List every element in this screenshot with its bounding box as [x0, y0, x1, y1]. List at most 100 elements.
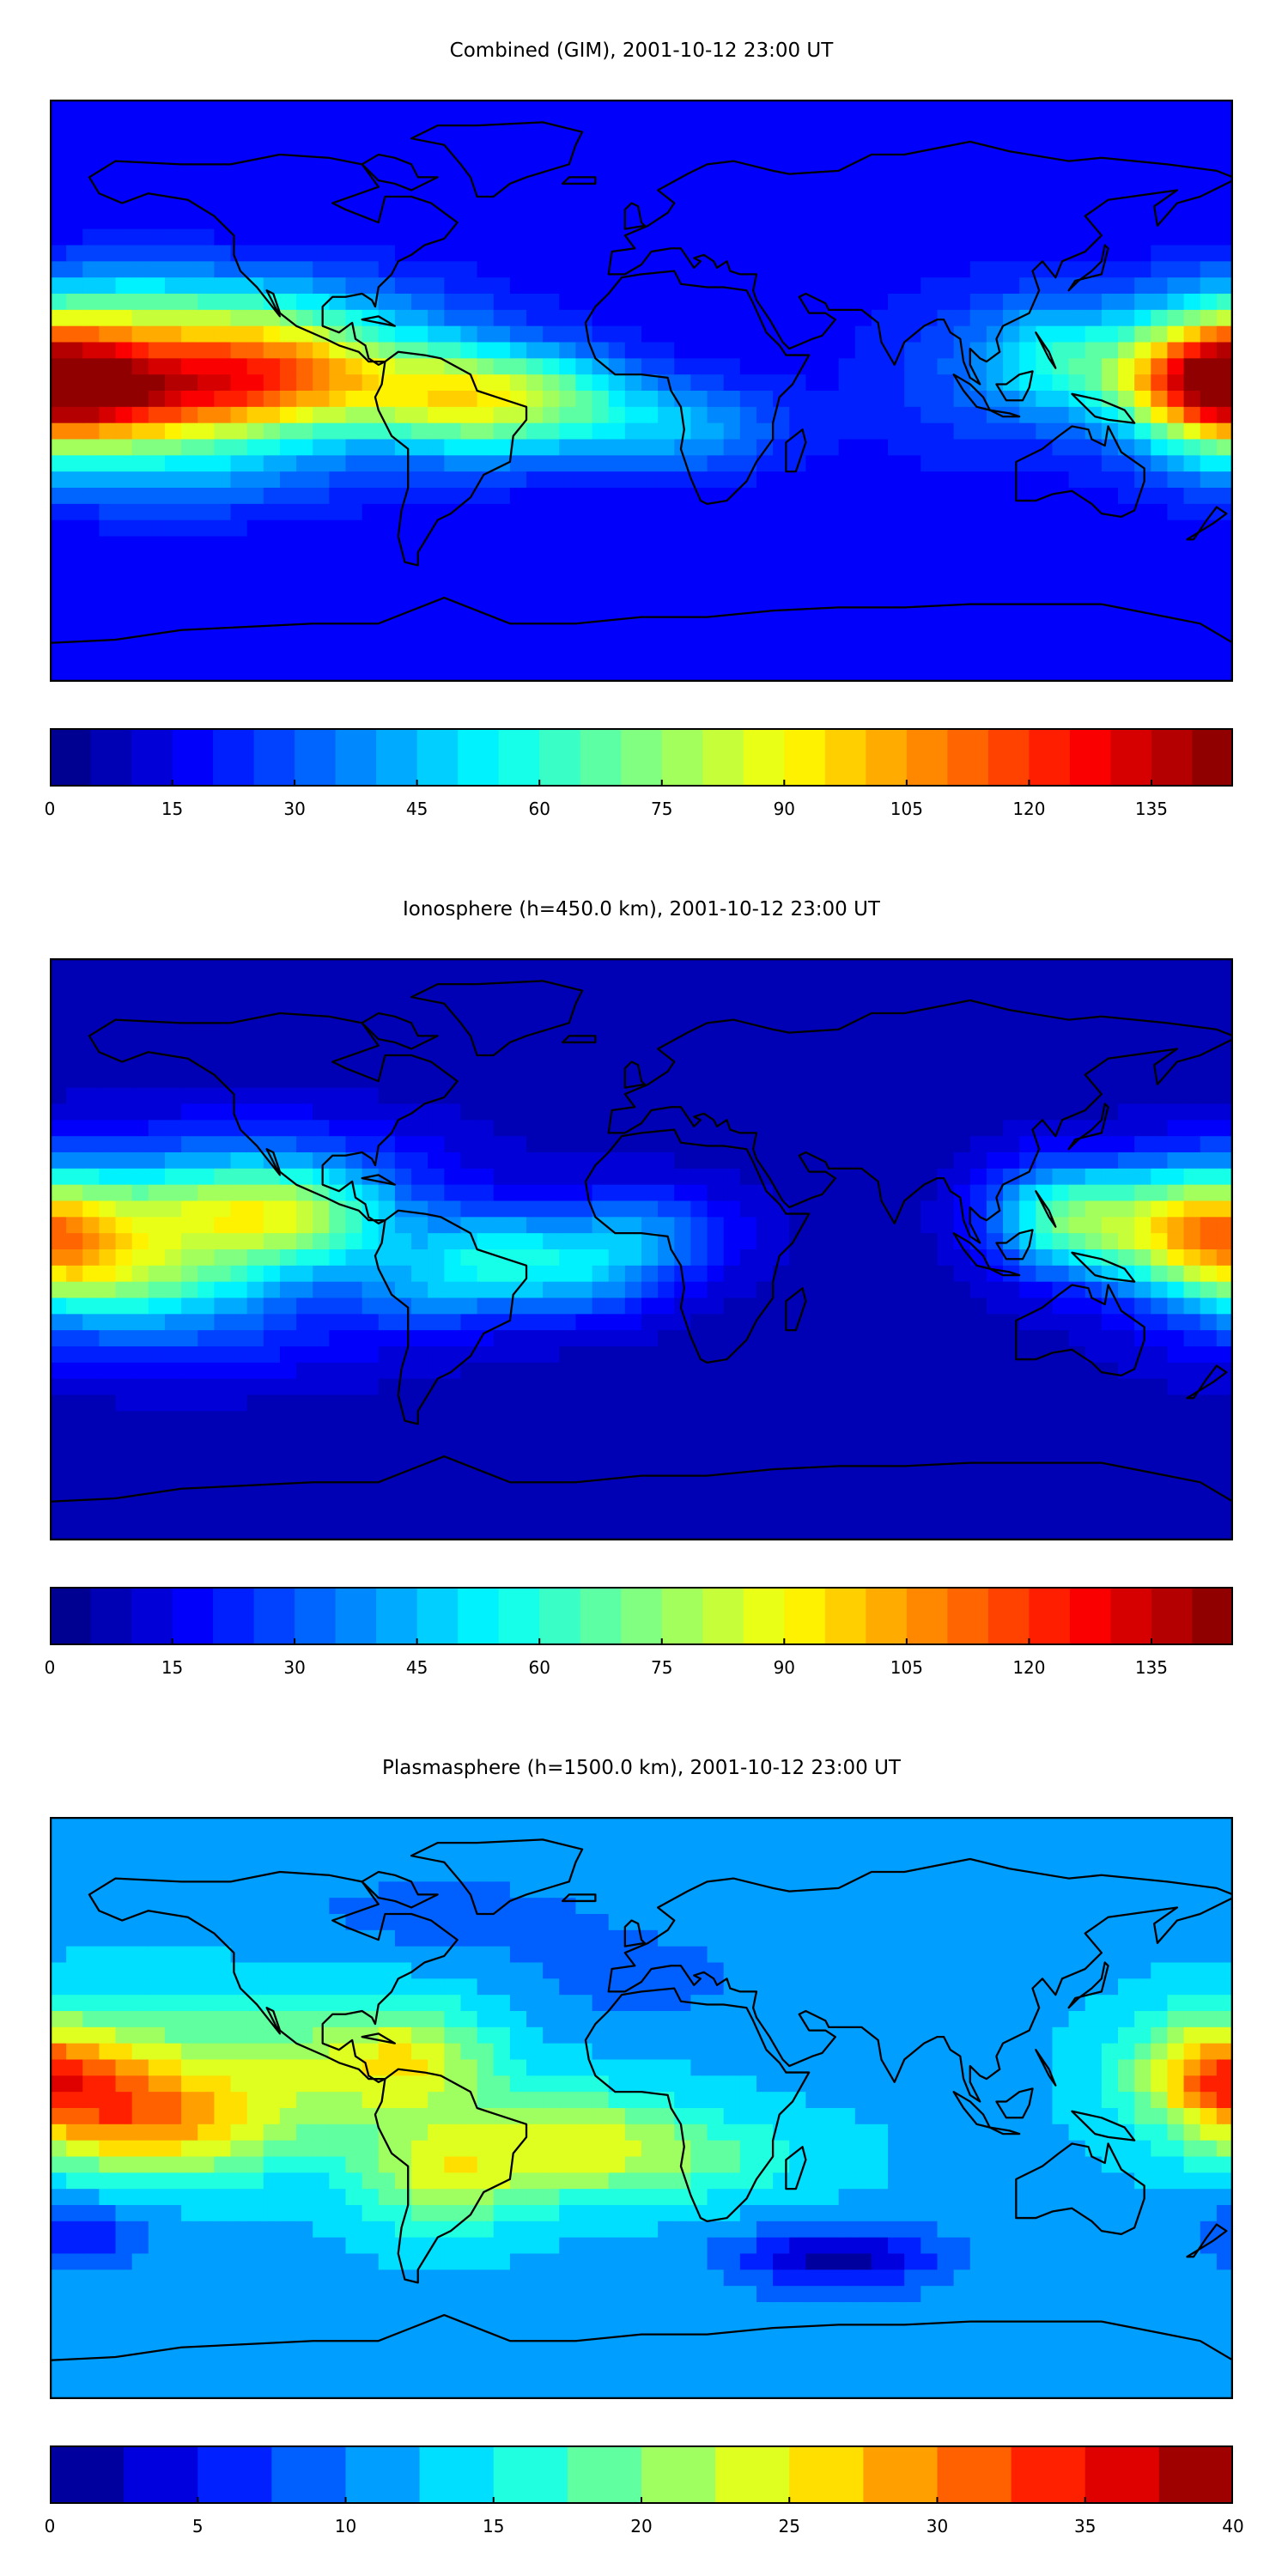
heatmap-cell — [378, 1427, 396, 1444]
heatmap-cell — [460, 471, 478, 489]
heatmap-cell — [329, 1249, 347, 1267]
heatmap-cell — [969, 974, 987, 992]
heatmap-cell — [296, 1249, 313, 1267]
heatmap-cell — [230, 1330, 248, 1347]
heatmap-cell — [1068, 1314, 1086, 1331]
heatmap-cell — [444, 277, 462, 295]
heatmap-cell — [969, 1006, 987, 1024]
heatmap-cell — [1101, 990, 1119, 1008]
heatmap-cell — [904, 391, 922, 408]
heatmap-cell — [394, 1524, 412, 1540]
heatmap-cell — [214, 1233, 232, 1250]
heatmap-cell — [1183, 100, 1201, 117]
heatmap-cell — [920, 1136, 939, 1153]
heatmap-cell — [888, 990, 905, 1008]
heatmap-cell — [624, 1475, 642, 1493]
heatmap-cell — [148, 245, 166, 263]
heatmap-cell — [608, 406, 626, 424]
heatmap-cell — [131, 455, 149, 472]
heatmap-cell — [493, 1443, 511, 1461]
heatmap-cell — [263, 519, 281, 538]
heatmap-cell — [444, 471, 462, 489]
heatmap-cell — [509, 294, 527, 311]
heatmap-cell — [115, 1039, 133, 1056]
heatmap-cell — [509, 568, 527, 586]
heatmap-cell — [1019, 974, 1037, 992]
heatmap-cell — [345, 374, 363, 392]
heatmap-cell — [131, 958, 149, 975]
heatmap-cell — [986, 1184, 1004, 1202]
heatmap-cell — [1183, 358, 1201, 375]
heatmap-cell — [230, 148, 248, 166]
heatmap-cell — [460, 1249, 478, 1267]
heatmap-cell — [99, 115, 117, 133]
heatmap-cell — [131, 568, 149, 586]
heatmap-cell — [543, 1314, 561, 1331]
heatmap-cell — [690, 1103, 708, 1121]
heatmap-cell — [50, 536, 67, 554]
heatmap-cell — [444, 1508, 462, 1525]
heatmap-cell — [723, 1394, 741, 1413]
heatmap-cell — [904, 309, 922, 327]
heatmap-cell — [329, 617, 347, 635]
heatmap-cell — [969, 1492, 987, 1510]
heatmap-cell — [509, 406, 527, 424]
heatmap-cell — [131, 422, 149, 440]
heatmap-cell — [904, 1103, 922, 1121]
heatmap-cell — [66, 1168, 84, 1186]
heatmap-cell — [822, 471, 840, 489]
heatmap-cell — [164, 212, 182, 230]
heatmap-cell — [1068, 1394, 1086, 1413]
heatmap-cell — [444, 585, 462, 602]
heatmap-cell — [690, 958, 708, 975]
heatmap-cell — [361, 1249, 380, 1267]
heatmap-cell — [773, 212, 791, 230]
heatmap-cell — [608, 1524, 626, 1540]
heatmap-cell — [871, 148, 889, 166]
heatmap-cell — [279, 358, 297, 375]
heatmap-cell — [460, 1217, 478, 1234]
heatmap-cell — [66, 325, 84, 343]
heatmap-cell — [115, 277, 133, 295]
heatmap-cell — [920, 1459, 939, 1477]
heatmap-cell — [986, 294, 1004, 311]
heatmap-cell — [214, 294, 232, 311]
heatmap-cell — [1151, 585, 1169, 602]
heatmap-cell — [509, 471, 527, 489]
heatmap-cell — [756, 1378, 774, 1396]
coastline — [410, 121, 584, 198]
heatmap-cell — [313, 1492, 331, 1510]
heatmap-cell — [1134, 212, 1152, 230]
heatmap-cell — [723, 633, 741, 651]
heatmap-cell — [460, 974, 478, 992]
heatmap-cell — [904, 471, 922, 489]
heatmap-cell — [181, 277, 199, 295]
heatmap-cell — [296, 1346, 313, 1364]
heatmap-cell — [460, 1330, 478, 1347]
heatmap-cell — [1003, 1492, 1020, 1510]
heatmap-cell — [838, 617, 856, 635]
heatmap-cell — [559, 1152, 577, 1170]
heatmap-cell — [888, 1394, 905, 1413]
heatmap-cell — [739, 309, 757, 327]
heatmap-cell — [1052, 374, 1070, 392]
heatmap-cell — [444, 1136, 462, 1153]
heatmap-cell — [624, 633, 642, 651]
heatmap-cell — [509, 100, 527, 117]
heatmap-cell — [1151, 391, 1169, 408]
heatmap-cell — [805, 294, 823, 311]
heatmap-cell — [937, 245, 955, 263]
heatmap-cell — [1068, 1103, 1086, 1121]
heatmap-cell — [723, 958, 741, 975]
heatmap-cell — [773, 391, 791, 408]
heatmap-cell — [1036, 100, 1054, 117]
heatmap-cell — [904, 1120, 922, 1137]
heatmap-cell — [575, 958, 593, 975]
heatmap-cell — [805, 1071, 823, 1089]
heatmap-cell — [641, 1136, 659, 1153]
heatmap-cell — [641, 1168, 659, 1186]
heatmap-cell — [1183, 309, 1201, 327]
heatmap-cell — [246, 1346, 264, 1364]
heatmap-cell — [707, 422, 725, 440]
heatmap-cell — [707, 309, 725, 327]
